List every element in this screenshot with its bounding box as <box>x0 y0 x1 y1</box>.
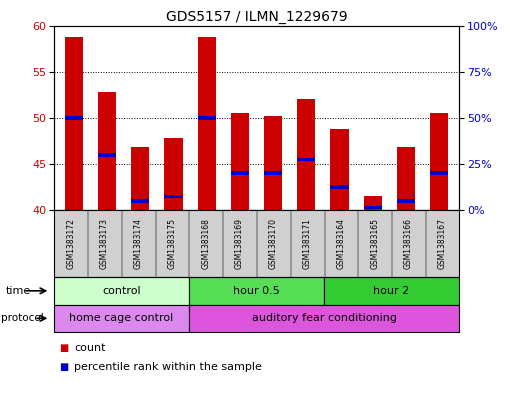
Text: GSM1383172: GSM1383172 <box>66 218 75 269</box>
Text: GSM1383171: GSM1383171 <box>303 218 312 269</box>
Text: GSM1383166: GSM1383166 <box>404 218 413 269</box>
Bar <box>198 37 216 210</box>
Text: GSM1383164: GSM1383164 <box>337 218 345 269</box>
Bar <box>297 158 315 161</box>
Text: GSM1383168: GSM1383168 <box>201 218 210 269</box>
Bar <box>430 113 448 210</box>
Text: ■: ■ <box>59 362 68 373</box>
Text: GSM1383165: GSM1383165 <box>370 218 379 269</box>
Text: GDS5157 / ILMN_1229679: GDS5157 / ILMN_1229679 <box>166 10 347 24</box>
Bar <box>264 116 282 210</box>
Text: auditory fear conditioning: auditory fear conditioning <box>251 313 397 323</box>
Bar <box>164 195 183 198</box>
Text: GSM1383175: GSM1383175 <box>168 218 176 269</box>
Bar <box>430 171 448 175</box>
Bar <box>65 37 83 210</box>
Text: control: control <box>102 286 141 296</box>
Text: percentile rank within the sample: percentile rank within the sample <box>74 362 262 373</box>
Bar <box>164 138 183 210</box>
Text: hour 0.5: hour 0.5 <box>233 286 280 296</box>
Bar <box>231 171 249 175</box>
Bar <box>264 171 282 175</box>
Bar <box>98 92 116 210</box>
Text: home cage control: home cage control <box>69 313 173 323</box>
Text: GSM1383174: GSM1383174 <box>134 218 143 269</box>
Bar <box>98 153 116 157</box>
Bar <box>65 116 83 120</box>
Text: GSM1383167: GSM1383167 <box>438 218 447 269</box>
Bar <box>131 147 149 210</box>
Bar <box>330 129 349 210</box>
Bar <box>397 199 415 203</box>
Bar <box>297 99 315 210</box>
Bar <box>330 185 349 189</box>
Text: hour 2: hour 2 <box>373 286 410 296</box>
Text: GSM1383169: GSM1383169 <box>235 218 244 269</box>
Text: protocol: protocol <box>1 313 44 323</box>
Text: GSM1383170: GSM1383170 <box>269 218 278 269</box>
Text: ■: ■ <box>59 343 68 353</box>
Text: GSM1383173: GSM1383173 <box>100 218 109 269</box>
Bar <box>198 116 216 120</box>
Bar <box>364 196 382 210</box>
Bar <box>397 147 415 210</box>
Text: count: count <box>74 343 106 353</box>
Bar <box>131 199 149 203</box>
Bar <box>364 206 382 209</box>
Text: time: time <box>6 286 31 296</box>
Bar <box>231 113 249 210</box>
